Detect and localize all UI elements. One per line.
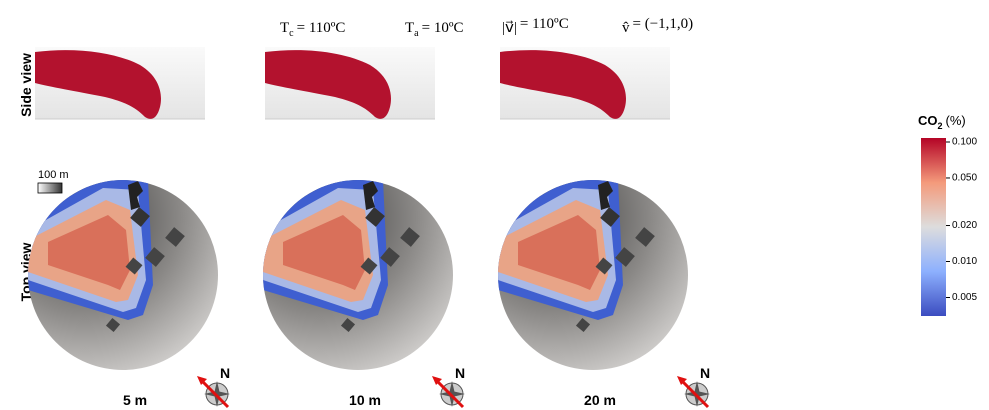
colorbar-tick-label: 0.020: [952, 220, 977, 231]
colorbar-title: CO2 (%): [918, 113, 966, 131]
param: v̂ = (−1,1,0): [622, 16, 693, 36]
row-label: Side view: [18, 53, 34, 117]
colorbar-tick-label: 0.005: [952, 292, 977, 303]
compass-label: N: [700, 365, 710, 381]
side-view-image: [35, 47, 205, 120]
top-view-image: [28, 180, 218, 370]
side-view-image: [500, 47, 670, 120]
colorbar: 0.100 0.050 0.020 0.010 0.005: [921, 137, 977, 316]
panel-label: 20 m: [584, 392, 616, 408]
panel-label: 10 m: [349, 392, 381, 408]
compass-label: N: [220, 365, 230, 381]
top-view-image: [263, 180, 453, 370]
colorbar-tick-label: 0.050: [952, 173, 977, 184]
panel-label: 5 m: [123, 392, 147, 408]
colorbar-tick-label: 0.010: [952, 256, 977, 267]
side-view-image: [265, 47, 435, 120]
param: |v⃗| = 110ºC: [502, 16, 569, 36]
top-view-image: [498, 180, 688, 370]
compass-label: N: [455, 365, 465, 381]
param: Ta = 10ºC: [405, 20, 464, 39]
scale-label: 100 m: [38, 169, 69, 181]
colorbar-tick-label: 0.100: [952, 137, 977, 148]
colorbar-bar: [921, 138, 946, 316]
scale-bar: [37, 182, 63, 194]
param: Tc = 110ºC: [280, 20, 345, 39]
